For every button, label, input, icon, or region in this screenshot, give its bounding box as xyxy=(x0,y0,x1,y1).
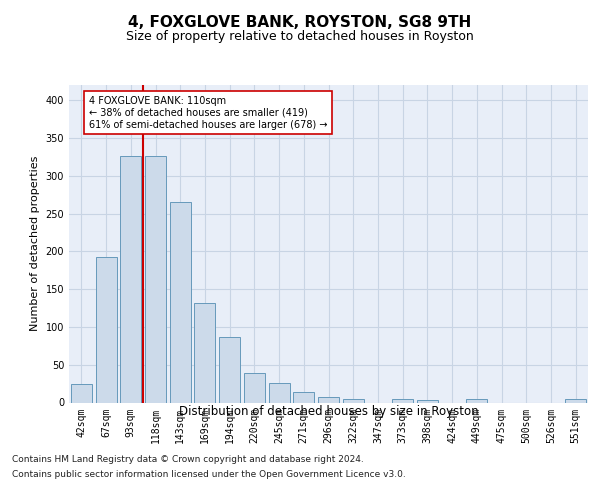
Bar xyxy=(417,400,438,402)
Text: Contains public sector information licensed under the Open Government Licence v3: Contains public sector information licen… xyxy=(12,470,406,479)
Bar xyxy=(145,156,166,402)
Bar xyxy=(219,338,240,402)
Bar xyxy=(194,304,215,402)
Bar xyxy=(565,400,586,402)
Text: Size of property relative to detached houses in Royston: Size of property relative to detached ho… xyxy=(126,30,474,43)
Bar xyxy=(343,398,364,402)
Bar xyxy=(318,397,339,402)
Bar xyxy=(269,383,290,402)
Bar xyxy=(120,156,141,402)
Y-axis label: Number of detached properties: Number of detached properties xyxy=(30,156,40,332)
Bar xyxy=(95,256,116,402)
Bar xyxy=(293,392,314,402)
Text: Contains HM Land Registry data © Crown copyright and database right 2024.: Contains HM Land Registry data © Crown c… xyxy=(12,455,364,464)
Bar xyxy=(466,400,487,402)
Bar xyxy=(170,202,191,402)
Text: 4, FOXGLOVE BANK, ROYSTON, SG8 9TH: 4, FOXGLOVE BANK, ROYSTON, SG8 9TH xyxy=(128,15,472,30)
Bar xyxy=(244,373,265,402)
Bar xyxy=(71,384,92,402)
Text: 4 FOXGLOVE BANK: 110sqm
← 38% of detached houses are smaller (419)
61% of semi-d: 4 FOXGLOVE BANK: 110sqm ← 38% of detache… xyxy=(89,96,327,130)
Bar xyxy=(392,398,413,402)
Text: Distribution of detached houses by size in Royston: Distribution of detached houses by size … xyxy=(179,405,479,418)
